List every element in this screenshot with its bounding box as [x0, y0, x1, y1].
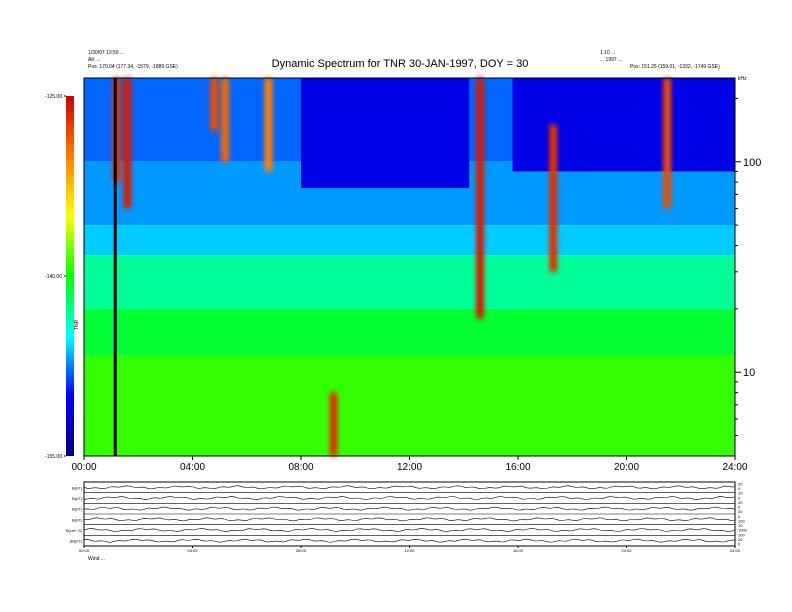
panel-label: B(nT) — [72, 507, 83, 512]
frequency-band — [84, 255, 735, 309]
ts-x-tick-label: 00:00 — [79, 548, 90, 553]
panel-right-tick: 100 — [738, 518, 745, 523]
y-unit-label: kHz — [738, 76, 747, 82]
panel-right-tick: 20 — [738, 509, 743, 514]
header-right-line2: ... 1997 ... — [600, 57, 623, 63]
panel-label: B(nT) — [72, 485, 83, 490]
footer-label: Wind ... — [88, 556, 105, 562]
panel-label: |B|(nT) — [70, 539, 83, 544]
frequency-band — [84, 355, 735, 456]
panel-right-tick: 0 — [738, 514, 741, 519]
heatmap-area — [84, 78, 735, 456]
panel-trace — [83, 496, 736, 500]
panel-right-tick: 1000 — [738, 528, 748, 533]
panel-right-tick: 100 — [738, 532, 745, 537]
ts-x-tick-label: 08:00 — [296, 548, 307, 553]
x-tick-label: 24:00 — [722, 462, 747, 473]
radio-burst — [549, 124, 558, 272]
radio-burst — [123, 78, 132, 209]
panel-right-tick: 0 — [738, 495, 741, 500]
panel-trace — [83, 528, 736, 532]
panel-trace — [83, 485, 736, 490]
radio-burst — [663, 78, 672, 209]
x-tick-label: 20:00 — [614, 462, 639, 473]
ts-x-tick-label: 04:00 — [187, 548, 198, 553]
timeseries-panels: B(nT)B(nT)B(nT)B(nT)N(cm^-3)|B|(nT)20020… — [66, 481, 748, 553]
panel-right-tick: 20 — [738, 482, 743, 487]
ts-x-tick-label: 16:00 — [513, 548, 524, 553]
ts-x-tick-label: 12:00 — [404, 548, 415, 553]
colorbar-ticks: -125.00 -140.00 -155.00 TNR — [45, 94, 80, 460]
x-tick-label: 12:00 — [397, 462, 422, 473]
header-left-line3: Pos: 170.04 (177.34, -1579, -1889 GSE) — [88, 64, 178, 70]
panel-right-tick: 20 — [738, 491, 743, 496]
colorbar-label: TNR — [74, 319, 80, 330]
radio-burst — [221, 78, 230, 162]
panel-trace — [83, 517, 736, 522]
radio-burst — [329, 392, 338, 456]
colorbar-tick-label: -140.00 — [45, 274, 62, 280]
chart-title: Dynamic Spectrum for TNR 30-JAN-1997, DO… — [271, 58, 529, 70]
frequency-band — [84, 225, 735, 256]
panel-right-tick: 0 — [738, 542, 741, 547]
frequency-band — [84, 308, 735, 356]
header-left-line1: 1/30/97 13:50 ... — [88, 50, 125, 56]
spectrogram-axes: 00:00 04:00 08:00 12:00 16:00 20:00 24:00 100 10… — [71, 76, 761, 473]
panel-label: N(cm^-3) — [66, 528, 83, 533]
header-right-line3: Pos: 151.25 (159.01, -1332, -1749 GSE) — [630, 64, 720, 70]
colorbar-tick-label: -125.00 — [45, 94, 62, 100]
panel-right-tick: 20 — [738, 537, 743, 542]
quiet-region — [512, 78, 735, 172]
ts-x-tick-label: 24:00 — [730, 548, 741, 553]
radio-burst — [210, 78, 219, 132]
panel-label: B(nT) — [72, 517, 83, 522]
colorbar-tick-label: -155.00 — [45, 454, 62, 460]
x-tick-label: 08:00 — [288, 462, 313, 473]
panel-trace — [83, 506, 736, 511]
panel-trace — [83, 538, 736, 543]
colorbar — [66, 96, 74, 456]
panel-right-tick: 20 — [738, 500, 743, 505]
panel-right-tick: 0 — [738, 505, 741, 510]
x-tick-label: 04:00 — [180, 462, 205, 473]
quiet-region — [301, 78, 470, 189]
y-tick-label: 10 — [743, 367, 755, 379]
header-left-line2: Alt: ... — [88, 57, 101, 63]
y-tick-label: 100 — [743, 157, 761, 169]
x-tick-label: 00:00 — [71, 462, 96, 473]
radio-burst — [476, 78, 485, 319]
ts-x-tick-label: 20:00 — [621, 548, 632, 553]
radio-burst — [264, 78, 273, 172]
panel-right-tick: 10 — [738, 523, 743, 528]
header-right-line1: 1.10 ... — [600, 50, 616, 56]
panel-right-tick: 0 — [738, 486, 741, 491]
panel-label: B(nT) — [72, 496, 83, 501]
x-tick-label: 16:00 — [505, 462, 530, 473]
